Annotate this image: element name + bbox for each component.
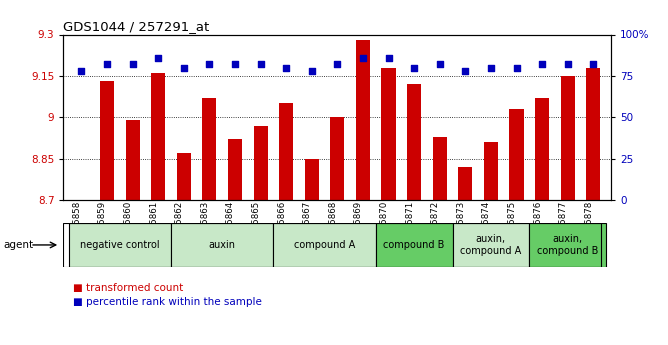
Text: agent: agent — [3, 240, 33, 250]
Point — [486, 65, 496, 70]
Point — [230, 61, 240, 67]
FancyBboxPatch shape — [452, 223, 529, 267]
Text: GSM25875: GSM25875 — [508, 200, 516, 248]
FancyBboxPatch shape — [69, 223, 171, 267]
Point — [281, 65, 291, 70]
Text: negative control: negative control — [80, 240, 160, 250]
Bar — [433, 137, 447, 200]
Text: GSM25858: GSM25858 — [72, 200, 81, 248]
Text: GSM25866: GSM25866 — [277, 200, 286, 248]
Text: compound A: compound A — [294, 240, 355, 250]
Bar — [535, 98, 549, 200]
Point — [537, 61, 548, 67]
Point — [460, 68, 471, 74]
FancyBboxPatch shape — [529, 223, 606, 267]
Bar — [100, 81, 114, 200]
Point — [153, 55, 164, 60]
Bar — [330, 117, 345, 200]
Text: GSM25878: GSM25878 — [584, 200, 593, 248]
Bar — [305, 159, 319, 200]
Text: GSM25862: GSM25862 — [175, 200, 184, 248]
Text: auxin: auxin — [208, 240, 236, 250]
Text: auxin,
compound A: auxin, compound A — [460, 234, 522, 256]
Text: ■ transformed count: ■ transformed count — [73, 283, 184, 293]
Text: GSM25863: GSM25863 — [200, 200, 209, 248]
Point — [332, 61, 343, 67]
Text: GSM25859: GSM25859 — [98, 200, 107, 248]
Text: GSM25869: GSM25869 — [354, 200, 363, 248]
Bar — [510, 109, 524, 200]
Bar — [356, 40, 370, 200]
Text: GSM25867: GSM25867 — [303, 200, 312, 248]
Bar — [254, 126, 268, 200]
Bar — [484, 142, 498, 200]
Point — [307, 68, 317, 74]
Point — [255, 61, 266, 67]
Point — [76, 68, 87, 74]
Point — [383, 55, 394, 60]
Text: GSM25868: GSM25868 — [329, 200, 337, 248]
Text: GSM25874: GSM25874 — [482, 200, 491, 248]
Text: auxin,
compound B: auxin, compound B — [537, 234, 599, 256]
Bar — [458, 167, 472, 200]
Bar — [202, 98, 216, 200]
Text: GDS1044 / 257291_at: GDS1044 / 257291_at — [63, 20, 210, 33]
Text: GSM25877: GSM25877 — [558, 200, 568, 248]
Point — [204, 61, 214, 67]
Text: GSM25865: GSM25865 — [252, 200, 261, 248]
Text: GSM25870: GSM25870 — [379, 200, 389, 248]
Point — [102, 61, 112, 67]
Text: GSM25860: GSM25860 — [124, 200, 132, 248]
Bar — [279, 104, 293, 200]
Point — [511, 65, 522, 70]
FancyBboxPatch shape — [375, 223, 452, 267]
Bar — [126, 120, 140, 200]
Text: GSM25876: GSM25876 — [533, 200, 542, 248]
Text: GSM25871: GSM25871 — [405, 200, 414, 248]
Text: compound B: compound B — [383, 240, 445, 250]
FancyBboxPatch shape — [273, 223, 375, 267]
Bar — [587, 68, 601, 200]
Bar — [407, 84, 421, 200]
Bar — [381, 68, 395, 200]
Bar — [560, 76, 574, 200]
Point — [434, 61, 445, 67]
Bar — [228, 139, 242, 200]
Point — [588, 61, 599, 67]
Point — [127, 61, 138, 67]
FancyBboxPatch shape — [171, 223, 273, 267]
Point — [409, 65, 420, 70]
Text: GSM25872: GSM25872 — [431, 200, 440, 248]
Text: ■ percentile rank within the sample: ■ percentile rank within the sample — [73, 297, 263, 307]
Text: GSM25873: GSM25873 — [456, 200, 466, 248]
Bar — [151, 73, 165, 200]
Bar — [177, 153, 191, 200]
Point — [562, 61, 573, 67]
Text: GSM25861: GSM25861 — [149, 200, 158, 248]
Text: GSM25864: GSM25864 — [226, 200, 235, 248]
Point — [178, 65, 189, 70]
Point — [357, 55, 368, 60]
